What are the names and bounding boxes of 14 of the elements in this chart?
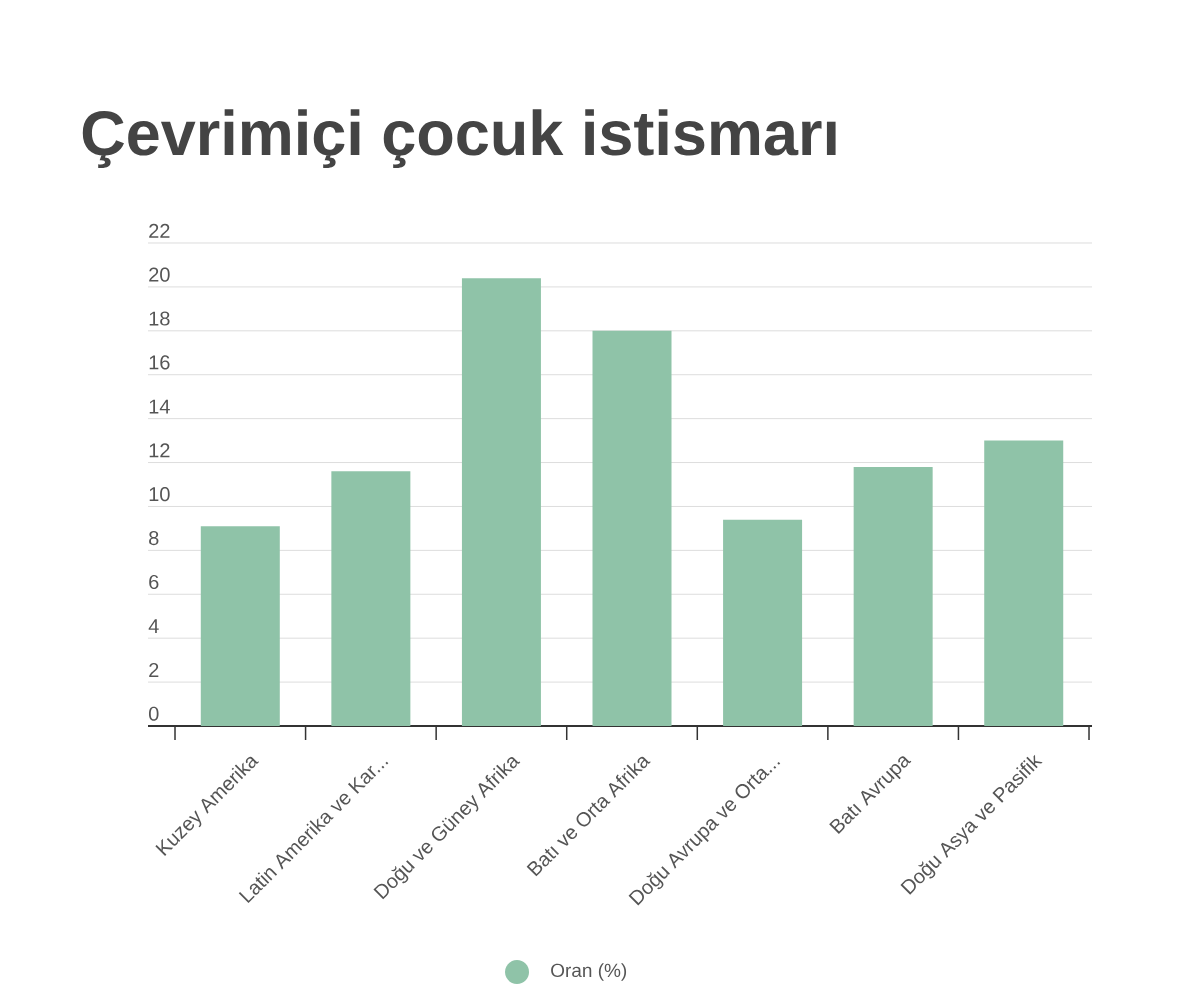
y-tick-label: 10 — [149, 487, 170, 502]
chart-title: Çevrimiçi çocuk istismarı — [82, 109, 836, 169]
y-tick-label: 18 — [149, 311, 170, 326]
y-tick-label: 22 — [149, 223, 170, 238]
y-tick-label: 12 — [149, 443, 170, 458]
y-tick-label: 4 — [148, 619, 159, 633]
y-tick-label: 16 — [149, 355, 170, 370]
y-tick-label: 8 — [149, 531, 159, 546]
y-tick-label: 20 — [149, 267, 170, 282]
y-tick-label: 6 — [149, 574, 159, 590]
y-tick-label: 14 — [149, 399, 170, 414]
y-tick-label: 0 — [148, 706, 159, 721]
y-tick-label: 2 — [149, 662, 159, 677]
legend-label: Oran (%) — [551, 963, 627, 981]
